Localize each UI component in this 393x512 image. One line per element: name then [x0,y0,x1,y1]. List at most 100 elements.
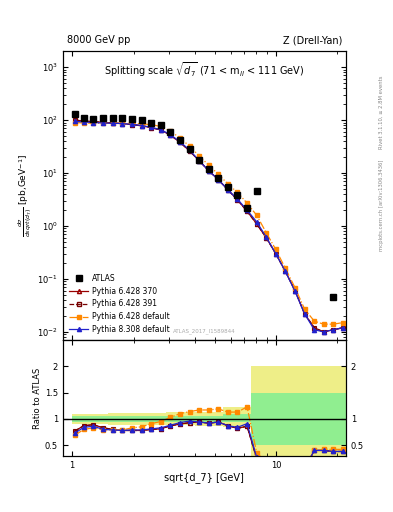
Text: ATLAS_2017_I1589844: ATLAS_2017_I1589844 [173,329,236,334]
Pythia 6.428 391 [168,132,173,138]
Pythia 6.428 370 [139,123,144,129]
Pythia 6.428 391 [206,168,211,174]
Pythia 8.308 default [206,168,211,174]
Pythia 6.428 391 [101,119,106,125]
Pythia 8.308 default [110,120,115,126]
Pythia 6.428 391 [245,208,250,215]
Line: Pythia 6.428 370: Pythia 6.428 370 [73,118,345,334]
Pythia 6.428 default [101,120,106,126]
Pythia 8.308 default [312,327,317,333]
Pythia 6.428 370 [158,127,163,133]
Pythia 8.308 default [101,120,106,126]
Pythia 8.308 default [264,234,268,240]
Pythia 8.308 default [216,177,221,183]
Text: Z (Drell-Yan): Z (Drell-Yan) [283,35,342,45]
Pythia 6.428 default [120,120,125,126]
Pythia 8.308 default [302,311,307,317]
ATLAS [331,294,336,301]
Line: Pythia 6.428 default: Pythia 6.428 default [73,120,345,326]
Pythia 6.428 370 [168,132,173,138]
Pythia 6.428 370 [274,250,278,257]
Pythia 6.428 391 [149,124,154,131]
Text: Rivet 3.1.10, ≥ 2.8M events: Rivet 3.1.10, ≥ 2.8M events [379,76,384,150]
Pythia 8.308 default [120,120,125,126]
Pythia 8.308 default [274,250,278,257]
Pythia 6.428 default [321,321,326,327]
Text: 8000 GeV pp: 8000 GeV pp [67,35,130,45]
Legend: ATLAS, Pythia 6.428 370, Pythia 6.428 391, Pythia 6.428 default, Pythia 8.308 de: ATLAS, Pythia 6.428 370, Pythia 6.428 39… [67,271,172,336]
Pythia 6.428 370 [264,234,268,241]
ATLAS [254,188,259,195]
Pythia 6.428 370 [178,139,182,145]
ATLAS [187,146,192,153]
Pythia 6.428 default [81,120,86,126]
Pythia 8.308 default [321,329,326,335]
Pythia 6.428 370 [187,148,192,154]
Pythia 6.428 391 [158,127,163,133]
Pythia 6.428 default [235,189,240,196]
Pythia 8.308 default [178,139,182,145]
Pythia 8.308 default [187,147,192,153]
Pythia 6.428 default [149,121,154,127]
Pythia 6.428 370 [91,119,96,125]
Pythia 6.428 default [178,135,182,141]
Pythia 6.428 391 [139,123,144,129]
Pythia 6.428 370 [302,311,307,317]
ATLAS [101,115,106,121]
ATLAS [149,119,154,125]
Pythia 6.428 370 [331,327,336,333]
ATLAS [168,129,173,135]
Pythia 6.428 391 [254,221,259,227]
Pythia 6.428 default [91,120,96,126]
ATLAS [130,116,134,122]
Pythia 6.428 391 [341,325,345,331]
Pythia 6.428 391 [110,120,115,126]
Pythia 6.428 default [206,162,211,168]
Pythia 6.428 391 [72,117,77,123]
Pythia 6.428 370 [283,268,288,274]
Pythia 8.308 default [81,119,86,125]
Pythia 6.428 default [312,318,317,324]
Pythia 6.428 370 [72,117,77,123]
ATLAS [245,205,250,211]
ATLAS [235,192,240,198]
Pythia 6.428 default [264,229,268,236]
Pythia 6.428 370 [81,118,86,124]
X-axis label: sqrt{d_7} [GeV]: sqrt{d_7} [GeV] [164,472,244,483]
Pythia 6.428 370 [149,124,154,131]
Pythia 6.428 391 [264,234,268,241]
ATLAS [178,137,182,143]
ATLAS [139,117,144,123]
ATLAS [158,122,163,129]
ATLAS [216,175,221,181]
Pythia 6.428 370 [245,208,250,215]
Pythia 8.308 default [91,119,96,125]
ATLAS [226,184,230,190]
Pythia 6.428 370 [254,221,259,227]
ATLAS [110,115,115,121]
Pythia 6.428 391 [293,288,298,294]
Pythia 6.428 370 [312,325,317,331]
ATLAS [81,115,86,121]
Pythia 6.428 default [302,306,307,312]
Pythia 6.428 370 [120,120,125,126]
Pythia 8.308 default [139,122,144,129]
Line: ATLAS: ATLAS [72,111,336,300]
Pythia 8.308 default [149,124,154,131]
Pythia 8.308 default [130,121,134,127]
Pythia 6.428 default [197,153,202,159]
Pythia 6.428 default [341,319,345,326]
Text: mcplots.cern.ch [arXiv:1306.3436]: mcplots.cern.ch [arXiv:1306.3436] [379,159,384,250]
Y-axis label: Ratio to ATLAS: Ratio to ATLAS [33,367,42,429]
Pythia 6.428 391 [274,250,278,257]
ATLAS [91,116,96,122]
Pythia 8.308 default [245,207,250,213]
Line: Pythia 6.428 391: Pythia 6.428 391 [73,118,345,334]
Text: Splitting scale $\sqrt{d_7}$ (71 < m$_{ll}$ < 111 GeV): Splitting scale $\sqrt{d_7}$ (71 < m$_{l… [104,60,305,79]
Pythia 6.428 391 [216,177,221,183]
Pythia 6.428 default [283,265,288,271]
Pythia 6.428 370 [206,168,211,174]
ATLAS [197,157,202,163]
Pythia 6.428 391 [312,325,317,331]
Pythia 8.308 default [226,187,230,193]
